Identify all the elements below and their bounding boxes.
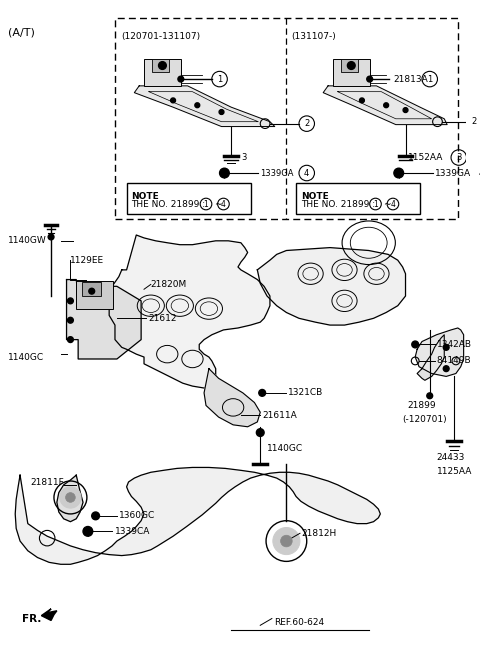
- Circle shape: [384, 103, 389, 107]
- Circle shape: [412, 341, 419, 348]
- Text: NOTE: NOTE: [301, 193, 329, 201]
- Circle shape: [403, 107, 408, 113]
- Text: 1140GW: 1140GW: [9, 236, 47, 246]
- Bar: [333, 59, 370, 86]
- Text: 1: 1: [427, 75, 432, 84]
- Text: REF.60-624: REF.60-624: [274, 618, 324, 627]
- Text: FR.: FR.: [22, 614, 41, 624]
- Text: (-120701): (-120701): [403, 415, 447, 424]
- Bar: [82, 282, 101, 296]
- Text: 4: 4: [391, 200, 396, 208]
- Text: 21813A: 21813A: [393, 75, 428, 84]
- Text: 4: 4: [221, 200, 226, 208]
- Text: 3: 3: [241, 153, 246, 162]
- Text: ~: ~: [383, 200, 391, 208]
- Bar: [144, 59, 181, 86]
- Polygon shape: [257, 248, 406, 325]
- FancyBboxPatch shape: [115, 18, 458, 219]
- Text: (120701-131107): (120701-131107): [121, 31, 200, 41]
- Text: 21899: 21899: [408, 401, 436, 410]
- Ellipse shape: [273, 527, 300, 555]
- Circle shape: [68, 298, 73, 304]
- Text: 1339GA: 1339GA: [434, 168, 471, 178]
- Text: 2: 2: [304, 119, 309, 128]
- Text: 24433: 24433: [436, 453, 465, 462]
- Text: 1: 1: [204, 200, 208, 208]
- Text: NOTE: NOTE: [132, 193, 159, 201]
- Polygon shape: [417, 335, 444, 381]
- Circle shape: [48, 234, 54, 240]
- Text: 1140GC: 1140GC: [267, 443, 303, 453]
- Text: 21811F: 21811F: [30, 478, 64, 487]
- Circle shape: [444, 345, 449, 350]
- Text: 1152AA: 1152AA: [408, 153, 444, 162]
- Circle shape: [427, 393, 432, 399]
- Polygon shape: [134, 86, 275, 126]
- Text: 4: 4: [304, 168, 309, 178]
- Text: 1339GA: 1339GA: [260, 168, 294, 178]
- Circle shape: [68, 317, 73, 323]
- Circle shape: [89, 288, 95, 294]
- Polygon shape: [109, 235, 270, 388]
- Text: 1129EE: 1129EE: [71, 255, 105, 265]
- Circle shape: [219, 168, 229, 178]
- Text: 2: 2: [472, 117, 477, 126]
- Text: 21812H: 21812H: [301, 529, 336, 538]
- Text: THE NO. 21899 :: THE NO. 21899 :: [132, 200, 208, 208]
- Circle shape: [171, 98, 176, 103]
- Text: 84149B: 84149B: [436, 356, 471, 365]
- Polygon shape: [41, 609, 57, 620]
- Circle shape: [219, 109, 224, 115]
- Polygon shape: [15, 468, 380, 565]
- Text: (A/T): (A/T): [9, 28, 36, 38]
- Circle shape: [178, 76, 184, 82]
- Text: THE NO. 21899 :: THE NO. 21899 :: [301, 200, 378, 208]
- Bar: [296, 183, 420, 214]
- Polygon shape: [204, 369, 260, 427]
- Polygon shape: [67, 280, 141, 359]
- Circle shape: [195, 103, 200, 107]
- Text: 3: 3: [456, 153, 461, 162]
- Text: 1339CA: 1339CA: [115, 527, 150, 536]
- Text: 21611A: 21611A: [262, 411, 297, 420]
- Text: 1125AA: 1125AA: [436, 467, 472, 476]
- Text: 1140GC: 1140GC: [9, 352, 45, 362]
- Polygon shape: [415, 328, 464, 377]
- Circle shape: [68, 337, 73, 343]
- Text: (131107-): (131107-): [291, 31, 336, 41]
- Text: 21820M: 21820M: [151, 280, 187, 289]
- Circle shape: [259, 390, 265, 396]
- Circle shape: [83, 527, 93, 536]
- Circle shape: [92, 512, 99, 519]
- Polygon shape: [57, 475, 83, 521]
- Bar: [341, 59, 358, 72]
- Circle shape: [394, 168, 404, 178]
- Text: 1: 1: [217, 75, 222, 84]
- Circle shape: [367, 76, 372, 82]
- Circle shape: [158, 62, 166, 69]
- Text: 4: 4: [479, 168, 480, 178]
- Ellipse shape: [60, 487, 81, 508]
- Text: 1342AB: 1342AB: [436, 340, 471, 349]
- Bar: [152, 59, 169, 72]
- Text: 1: 1: [373, 200, 378, 208]
- Ellipse shape: [281, 535, 292, 547]
- Text: 1321CB: 1321CB: [288, 388, 324, 398]
- Bar: [127, 183, 251, 214]
- Polygon shape: [323, 86, 447, 124]
- Text: 1360GC: 1360GC: [119, 512, 155, 520]
- Circle shape: [444, 365, 449, 371]
- Text: 21612: 21612: [148, 314, 177, 323]
- Bar: [76, 282, 113, 309]
- Circle shape: [348, 62, 355, 69]
- Circle shape: [256, 429, 264, 436]
- Text: ~: ~: [214, 200, 221, 208]
- Circle shape: [360, 98, 364, 103]
- Ellipse shape: [66, 493, 75, 502]
